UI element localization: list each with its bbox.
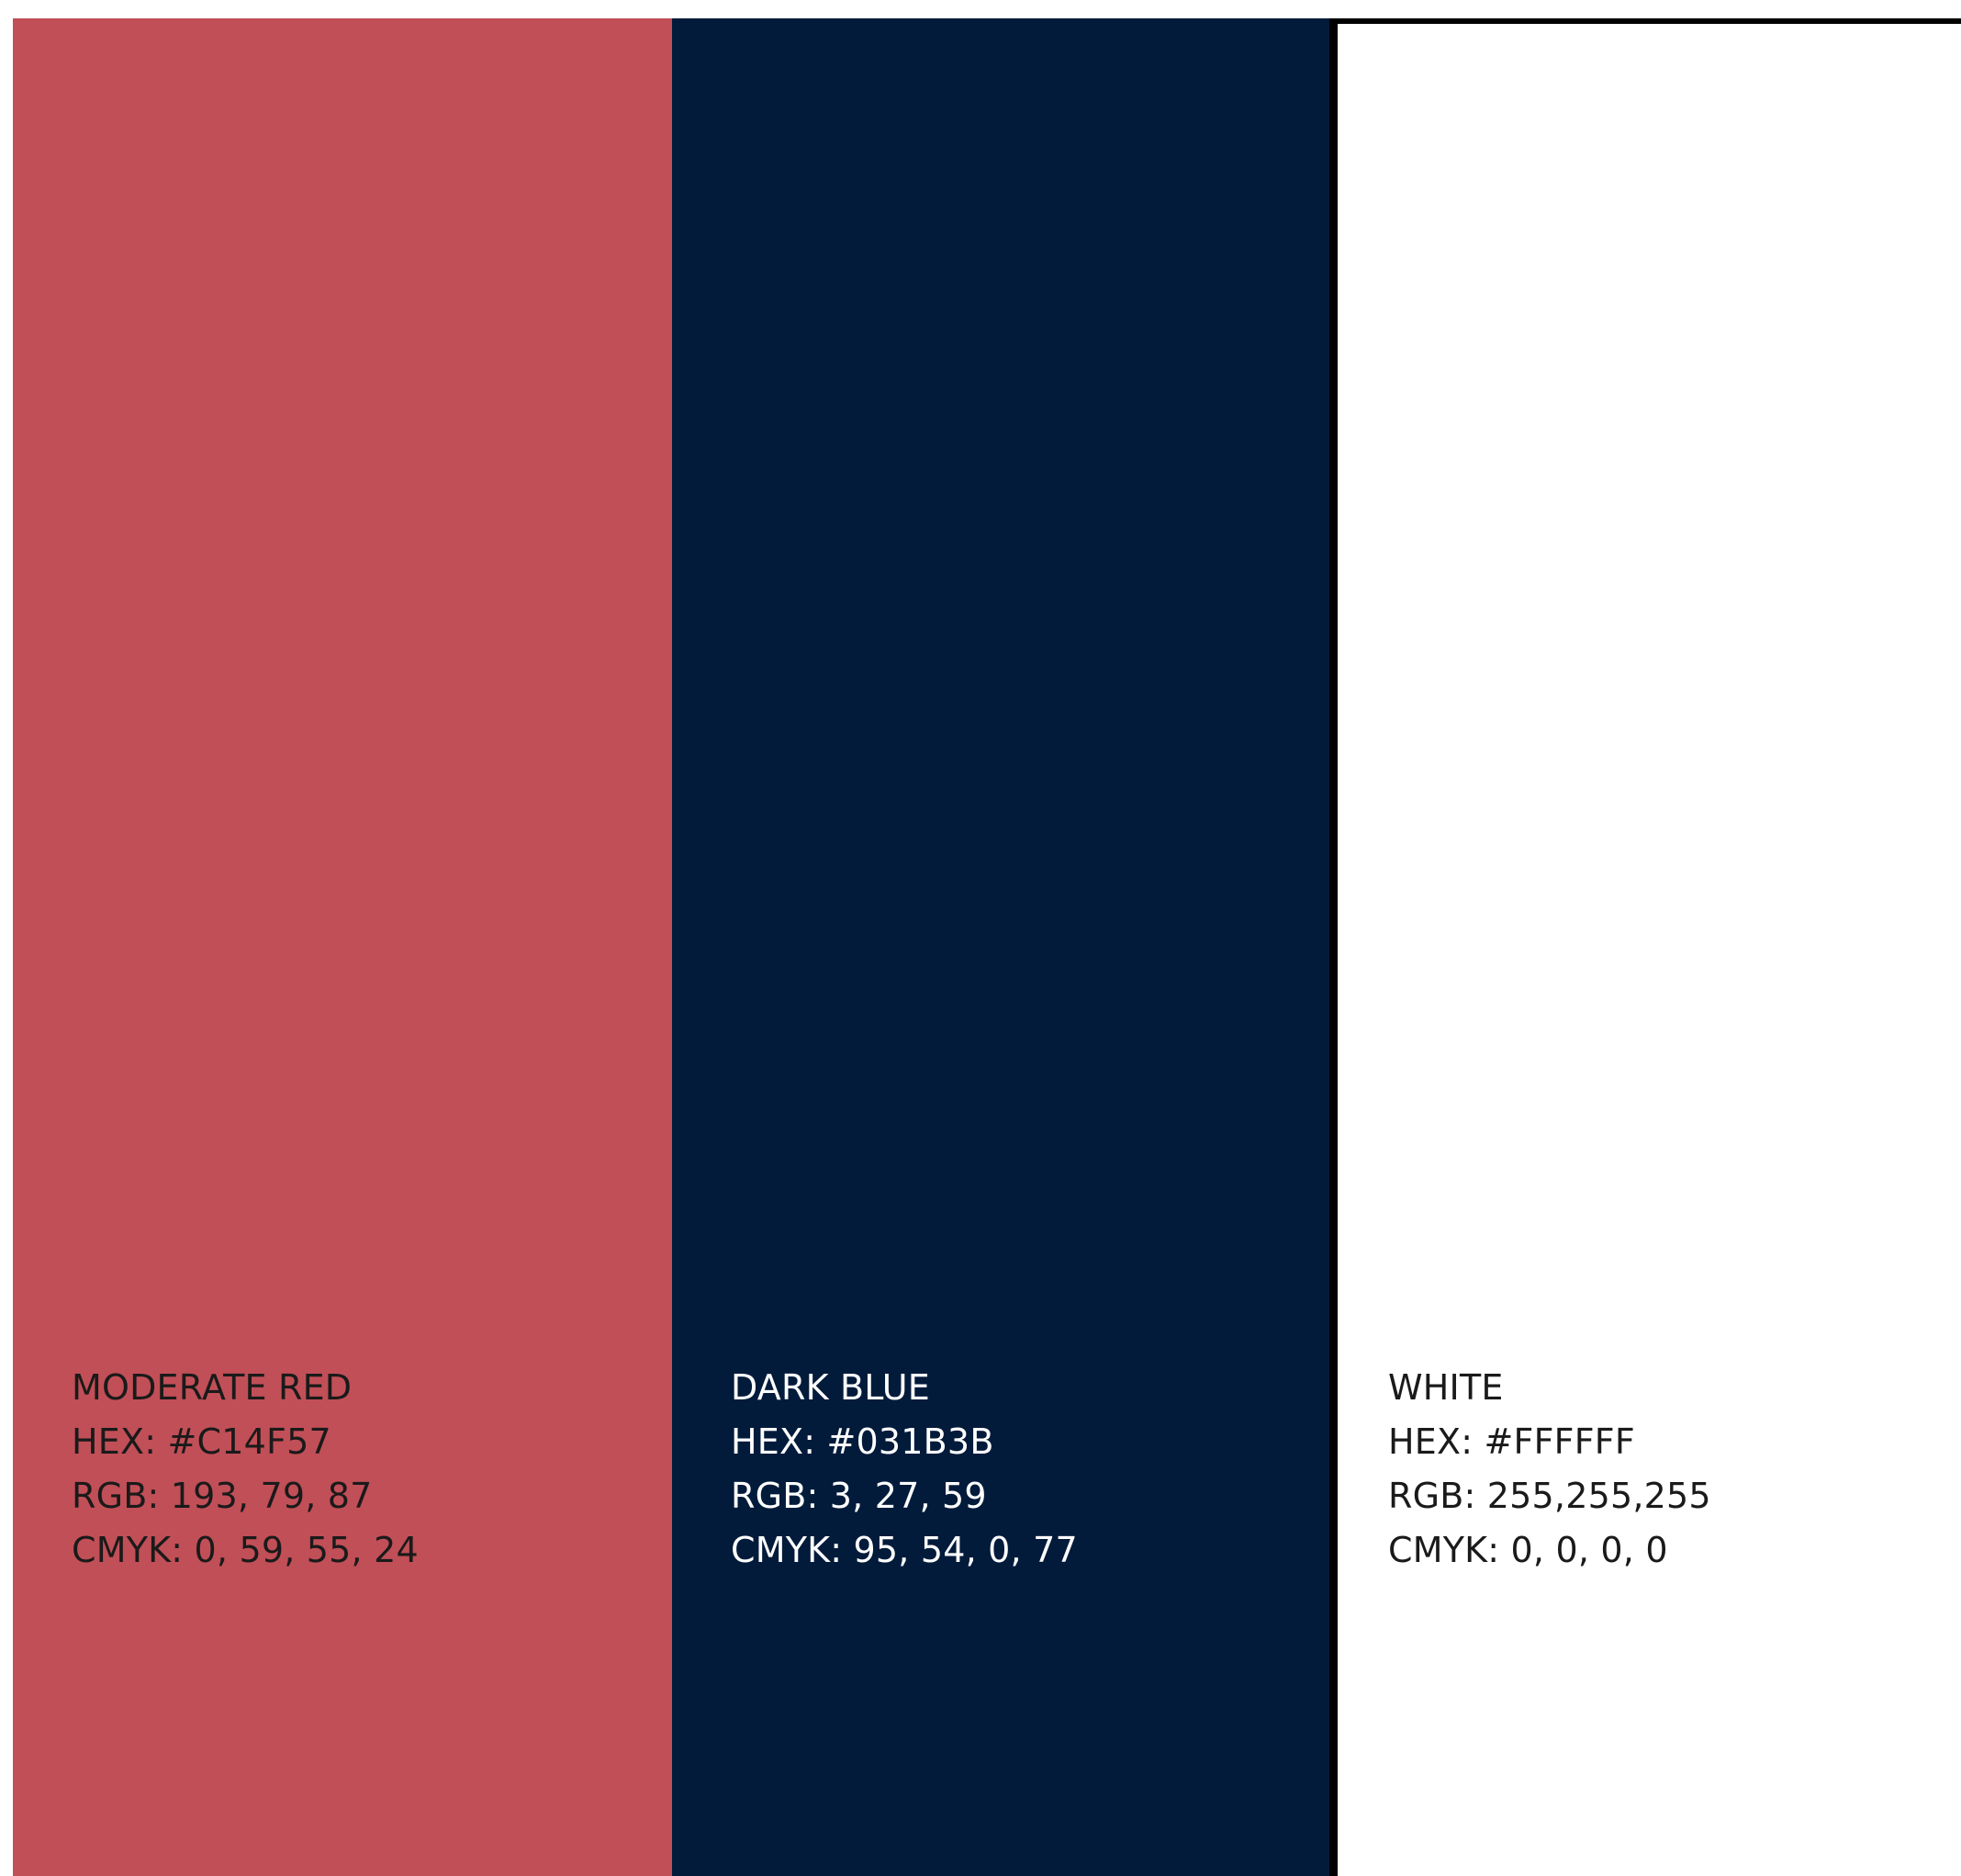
swatch-info: DARK BLUE HEX: #031B3B RGB: 3, 27, 59 CM… [731, 1361, 1078, 1578]
swatch-rgb: RGB: 255,255,255 [1388, 1476, 1711, 1516]
color-palette: MODERATE RED HEX: #C14F57 RGB: 193, 79, … [13, 18, 1961, 1876]
swatch-cmyk: CMYK: 0, 59, 55, 24 [72, 1530, 419, 1570]
swatch-rgb: RGB: 3, 27, 59 [731, 1476, 987, 1516]
swatch-moderate-red: MODERATE RED HEX: #C14F57 RGB: 193, 79, … [13, 18, 672, 1876]
swatch-name: MODERATE RED [72, 1367, 353, 1408]
swatch-rgb: RGB: 193, 79, 87 [72, 1476, 373, 1516]
swatch-info: WHITE HEX: #FFFFFF RGB: 255,255,255 CMYK… [1388, 1361, 1711, 1578]
swatch-cmyk: CMYK: 0, 0, 0, 0 [1388, 1530, 1668, 1570]
swatch-info: MODERATE RED HEX: #C14F57 RGB: 193, 79, … [72, 1361, 419, 1578]
swatch-cmyk: CMYK: 95, 54, 0, 77 [731, 1530, 1078, 1570]
swatch-hex: HEX: #031B3B [731, 1421, 994, 1462]
swatch-name: DARK BLUE [731, 1367, 930, 1408]
swatch-hex: HEX: #FFFFFF [1388, 1421, 1635, 1462]
swatch-hex: HEX: #C14F57 [72, 1421, 331, 1462]
swatch-white: WHITE HEX: #FFFFFF RGB: 255,255,255 CMYK… [1329, 18, 1961, 1876]
swatch-name: WHITE [1388, 1367, 1504, 1408]
swatch-dark-blue: DARK BLUE HEX: #031B3B RGB: 3, 27, 59 CM… [672, 18, 1329, 1876]
